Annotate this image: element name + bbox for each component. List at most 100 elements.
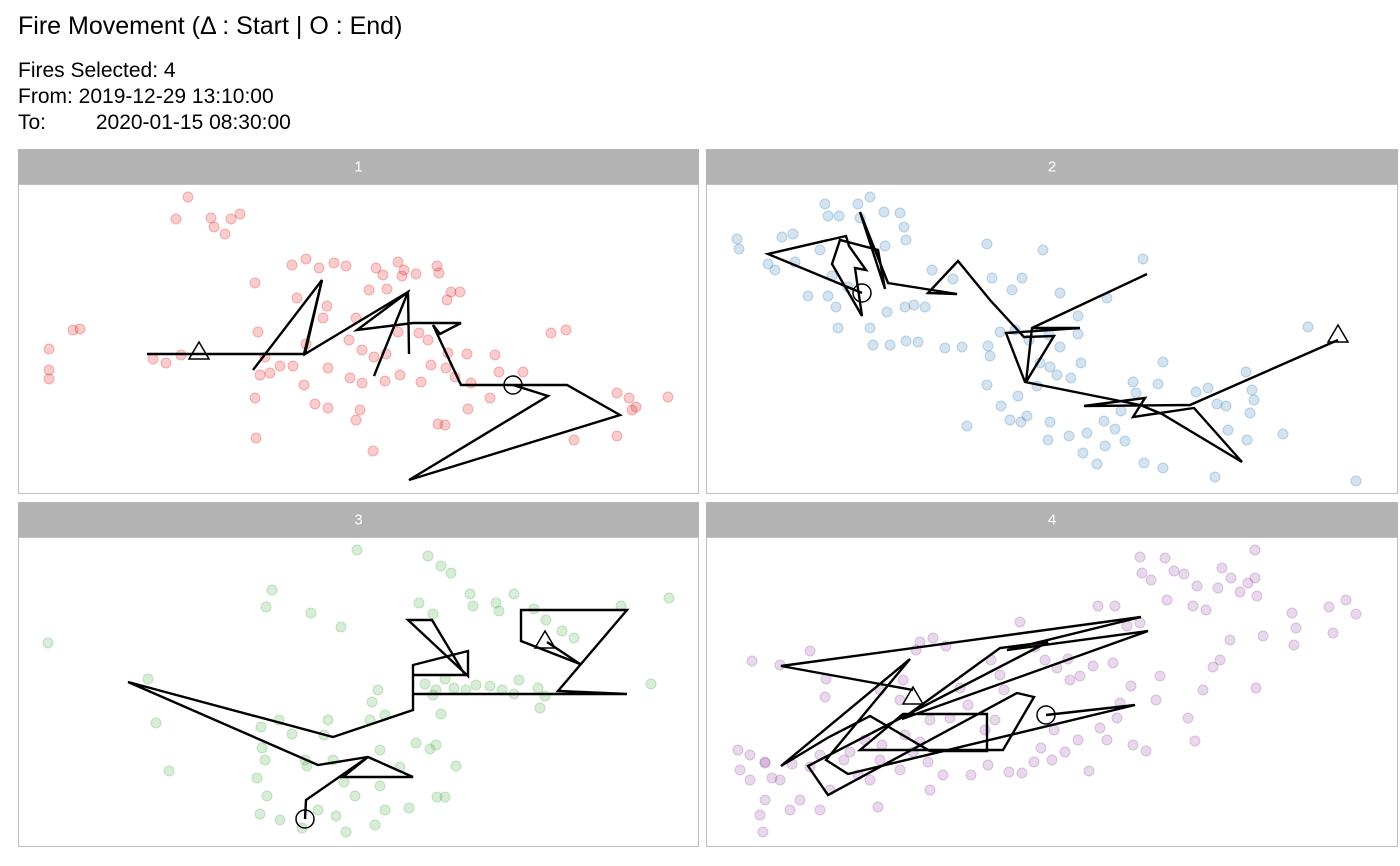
fire-point — [338, 776, 350, 788]
fire-point — [1137, 253, 1149, 265]
fire-point — [298, 379, 310, 391]
fire-point — [1109, 600, 1121, 612]
fire-point — [1242, 577, 1254, 589]
fire-point — [439, 791, 451, 803]
fire-point — [1016, 272, 1028, 284]
fire-point — [1197, 684, 1209, 696]
fire-point — [379, 804, 391, 816]
fire-point — [962, 699, 974, 711]
fire-point — [440, 362, 452, 374]
fire-point — [794, 794, 806, 806]
fire-point — [1134, 551, 1146, 563]
fire-point — [1004, 414, 1016, 426]
fire-point — [430, 739, 442, 751]
fire-point — [1003, 766, 1015, 778]
fire-point — [445, 286, 457, 298]
fire-point — [431, 260, 443, 272]
fire-point — [1136, 567, 1148, 579]
fire-point — [344, 372, 356, 384]
fire-point — [1191, 580, 1203, 592]
fire-point — [908, 299, 920, 311]
fire-point — [984, 350, 996, 362]
fire-point — [759, 794, 771, 806]
fire-point — [249, 277, 261, 289]
fire-point — [1127, 376, 1139, 388]
fire-point — [343, 334, 355, 346]
fire-point — [560, 324, 572, 336]
fire-point — [403, 802, 415, 814]
fire-point — [912, 336, 924, 348]
end-marker — [295, 809, 315, 829]
fire-point — [313, 262, 325, 274]
fire-point — [759, 757, 771, 769]
fire-point — [249, 392, 261, 404]
fire-point — [744, 749, 756, 761]
strip — [706, 502, 1398, 537]
facet-label: 2 — [1048, 158, 1056, 175]
fire-point — [1016, 767, 1028, 779]
fire-point — [1127, 739, 1139, 751]
fire-point — [374, 780, 386, 792]
fire-point — [493, 605, 505, 617]
fire-point — [956, 341, 968, 353]
fire-point — [744, 774, 756, 786]
fire-point — [67, 324, 79, 336]
fire-point — [864, 774, 876, 786]
fire-point — [1249, 572, 1261, 584]
fire-point — [894, 207, 906, 219]
fire-point — [832, 322, 844, 334]
fire-point — [1159, 552, 1171, 564]
fire-point — [219, 228, 231, 240]
fire-point — [1044, 361, 1056, 373]
fire-point — [43, 364, 55, 376]
fire-point — [379, 375, 391, 387]
fire-point — [1094, 722, 1106, 734]
fire-point — [43, 343, 55, 355]
fire-point — [366, 696, 378, 708]
fire-point — [879, 240, 891, 252]
fire-point — [822, 210, 834, 222]
fire-point — [1054, 287, 1066, 299]
fire-point — [254, 808, 266, 820]
fire-point — [484, 680, 496, 692]
fire-point — [844, 746, 856, 758]
fire-point — [1111, 712, 1123, 724]
fire-point — [305, 607, 317, 619]
fire-point — [255, 721, 267, 733]
fire-point — [568, 434, 580, 446]
fire-point — [309, 398, 321, 410]
fire-point — [462, 403, 474, 415]
fire-point — [256, 742, 268, 754]
fire-point — [733, 243, 745, 255]
fire-point — [484, 392, 496, 404]
fire-point — [182, 191, 194, 203]
fire-point — [1006, 284, 1018, 296]
fire-point — [611, 430, 623, 442]
fire-point — [322, 362, 334, 374]
fire-point — [1212, 582, 1224, 594]
fire-point — [448, 682, 460, 694]
fire-point — [432, 418, 444, 430]
fire-point — [410, 268, 422, 280]
fire-point — [897, 674, 909, 686]
fire-point — [340, 826, 352, 838]
facet-label: 1 — [354, 158, 362, 175]
fire-point — [330, 810, 342, 822]
fire-point — [351, 544, 363, 556]
fire-point — [1288, 639, 1300, 651]
fire-point — [367, 445, 379, 457]
fire-point — [1207, 661, 1219, 673]
fire-point — [838, 754, 850, 766]
fire-point — [413, 597, 425, 609]
fire-point — [1350, 475, 1362, 487]
fire-point — [287, 360, 299, 372]
fire-point — [556, 625, 568, 637]
fire-point — [312, 804, 324, 816]
fire-point — [532, 682, 544, 694]
fire-point — [454, 286, 466, 298]
fire-point — [1075, 357, 1087, 369]
fire-point — [814, 244, 826, 256]
fire-point — [286, 728, 298, 740]
fire-point — [170, 213, 182, 225]
fire-point — [340, 260, 352, 272]
